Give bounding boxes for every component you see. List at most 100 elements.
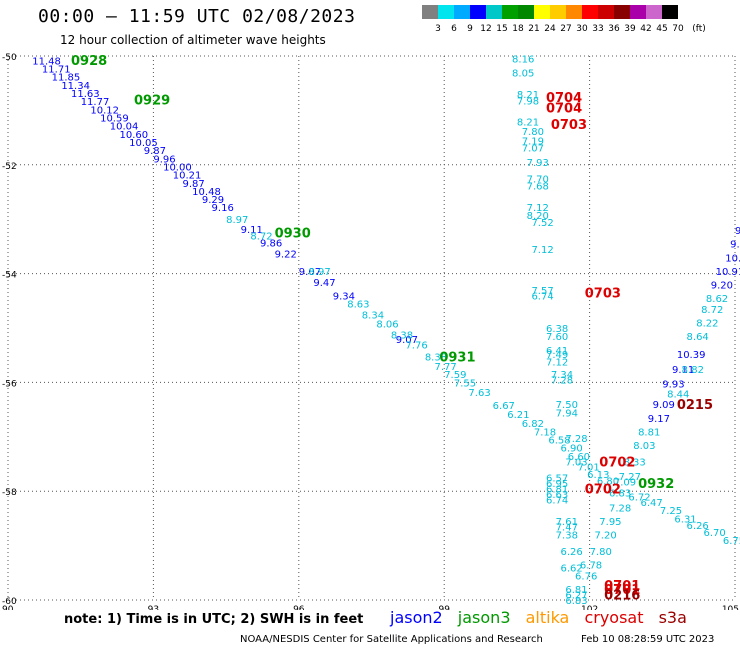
swh-data-label: 9.47 — [313, 278, 335, 289]
swh-data-label: 6.63 — [546, 490, 568, 501]
swh-data-label: 6.47 — [640, 498, 662, 509]
colorbar-tick-label: 9 — [467, 24, 473, 34]
swh-data-label: 9.16 — [212, 203, 234, 214]
colorbar-tick-label: 27 — [560, 24, 571, 34]
swh-data-label: 7.28 — [609, 504, 631, 515]
swh-data-label: 9.87 — [144, 146, 166, 157]
colorbar-tick-label: 45 — [656, 24, 667, 34]
swh-data-label: 7.95 — [599, 517, 621, 528]
swh-data-label: 8.38 — [391, 331, 413, 342]
pass-time-label: 0703 — [551, 118, 587, 133]
swh-data-label: 9 — [735, 226, 740, 237]
colorbar-tick-label: 12 — [480, 24, 491, 34]
mission-jason3: jason3 — [457, 608, 511, 627]
swh-data-label: 6.78 — [580, 561, 602, 572]
swh-data-label: 7.12 — [546, 358, 568, 369]
color-scale-legend: 3 6 9 12 15 18 21 24 27 30 33 36 39 42 45 70 (ft) — [422, 5, 706, 34]
swh-data-label: 6.13 — [587, 470, 609, 481]
swh-data-label: 7.19 — [522, 136, 544, 147]
colorbar-swatch — [422, 5, 438, 19]
colorbar-tick-label: 39 — [624, 24, 636, 34]
pass-time-label: 0931 — [439, 350, 475, 365]
swh-data-label: 6.83 — [565, 596, 587, 607]
swh-data-label: 9.6 — [730, 240, 740, 251]
swh-data-label: 7.57 — [531, 286, 553, 297]
pass-time-label: 0928 — [71, 54, 107, 69]
pass-time-label: 0704 — [546, 91, 582, 106]
swh-data-label: 7.09 — [614, 477, 636, 488]
swh-data-label: 6.38 — [546, 324, 568, 335]
colorbar-tick-label: 24 — [544, 24, 556, 34]
swh-data-label: 7.61 — [556, 517, 578, 528]
colorbar-tick-label: 42 — [640, 24, 651, 34]
colorbar-tick-label: 36 — [608, 24, 620, 34]
swh-data-label: 7.34 — [551, 370, 573, 381]
swh-data-label: 7.28 — [551, 376, 573, 387]
swh-data-label: 6.67 — [493, 401, 515, 412]
swh-data-label: 7.76 — [405, 340, 427, 351]
x-tick-label: 102 — [581, 605, 598, 610]
swh-data-label: 8.21 — [517, 90, 539, 101]
swh-data-label: 7.94 — [556, 408, 578, 419]
swh-data-label: 7.47 — [556, 523, 578, 534]
x-tick-label: 93 — [148, 605, 159, 610]
chart-subtitle: 12 hour collection of altimeter wave hei… — [60, 33, 326, 47]
y-tick-label: -60 — [2, 597, 17, 607]
swh-data-label: 8.82 — [682, 365, 704, 376]
colorbar-swatch — [534, 5, 550, 19]
swh-data-label: 11.71 — [42, 65, 71, 76]
colorbar-tick-label: 30 — [576, 24, 588, 34]
colorbar-tick-label: 33 — [592, 24, 603, 34]
swh-data-label: 9.34 — [333, 291, 355, 302]
swh-data-label: 10.59 — [100, 113, 129, 124]
pass-time-label: 0701 — [604, 583, 640, 598]
swh-data-label: 7.68 — [527, 181, 549, 192]
swh-data-label: 6.58 — [548, 436, 570, 447]
pass-time-label: 0702 — [599, 455, 635, 470]
swh-data-label: 6.41 — [546, 346, 568, 357]
swh-data-label: 11.34 — [61, 81, 90, 92]
swh-data-label: 9.22 — [275, 249, 297, 260]
swh-data-label: 9.17 — [648, 414, 670, 425]
swh-data-label: 6.74 — [546, 495, 568, 506]
swh-data-label: 8.03 — [633, 441, 655, 452]
swh-data-label: 6.26 — [687, 521, 709, 532]
swh-data-label: 7.55 — [454, 378, 476, 389]
mission-jason2: jason2 — [390, 608, 443, 627]
pass-time-label: 0704 — [546, 102, 582, 117]
x-tick-label: 99 — [438, 605, 450, 610]
swh-data-label: 7.63 — [468, 388, 490, 399]
swh-data-label: 9.11 — [672, 365, 694, 376]
swh-data-label: 7.80 — [590, 547, 612, 558]
swh-data-label: 6.70 — [703, 528, 725, 539]
pass-time-label: 0702 — [585, 482, 621, 497]
pass-time-label: 0932 — [638, 477, 674, 492]
swh-data-label: 9.87 — [182, 179, 204, 190]
swh-data-label: 10.6 — [725, 253, 740, 264]
swh-data-label: 9.86 — [260, 239, 282, 250]
swh-data-label: 9.93 — [662, 379, 684, 390]
pass-time-label: 0216 — [604, 589, 640, 604]
swh-data-label: 7.98 — [517, 97, 539, 108]
swh-data-label: 10.04 — [110, 122, 139, 133]
swh-data-label: 10.12 — [90, 105, 119, 116]
swh-data-label: 7.70 — [527, 174, 549, 185]
swh-data-label: 11.63 — [71, 89, 100, 100]
x-tick-label: 105 — [722, 605, 739, 610]
swh-data-label: 10.91 — [716, 267, 740, 278]
swh-data-label: 8.81 — [638, 427, 660, 438]
swh-data-label: 9.20 — [711, 280, 733, 291]
swh-data-label: 6.27 — [565, 591, 587, 602]
swh-data-label: 7.49 — [546, 350, 568, 361]
colorbar-tick-label: 18 — [512, 24, 524, 34]
swh-data-label: 11.77 — [81, 97, 110, 108]
swh-data-label: 8.64 — [687, 332, 709, 343]
mission-cryosat: cryosat — [584, 608, 644, 627]
colorbar-swatch — [630, 5, 646, 19]
pass-time-label: 0701 — [604, 579, 640, 594]
swh-data-label: 10.00 — [163, 162, 192, 173]
swh-data-label: 6.75 — [723, 536, 740, 547]
swh-data-label: 6.74 — [531, 291, 553, 302]
swh-data-label: 8.33 — [624, 457, 646, 468]
colorbar-swatch — [566, 5, 582, 19]
